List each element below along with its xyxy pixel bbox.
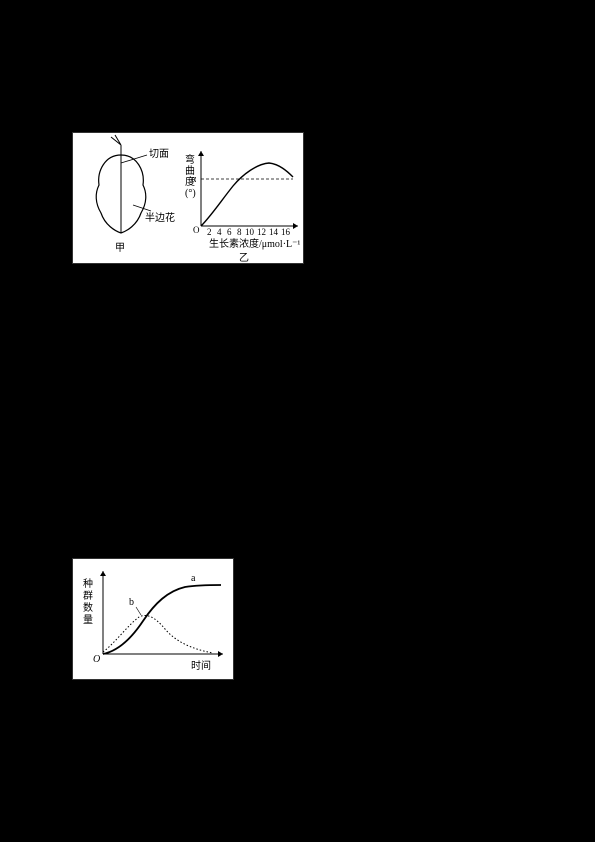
origin-label: O [93,654,100,665]
figure-2: O 种 群 数 量 时间 a b [72,558,234,680]
svg-text:12: 12 [257,227,266,237]
caption-yi: 乙 [239,252,249,263]
svg-text:8: 8 [237,227,242,237]
svg-text:14: 14 [269,227,279,237]
svg-text:10: 10 [245,227,255,237]
x-axis-label-time: 时间 [191,659,211,672]
curve-a [103,585,221,654]
svg-text:O: O [193,225,200,235]
label-cut-surface: 切面 [149,148,169,160]
svg-text:4: 4 [217,227,222,237]
x-ticks: 2 4 6 8 10 12 14 16 [207,227,291,237]
x-axis-label: 生长素浓度/μmol·L⁻¹ [209,237,300,250]
svg-text:6: 6 [227,227,232,237]
growth-curve [201,163,293,226]
figure-1: 切面 半边花 甲 O 2 4 6 8 10 12 1 [72,132,304,264]
growth-chart: O 2 4 6 8 10 12 14 16 α 弯 曲 度 (°) [185,151,300,263]
caption-jia: 甲 [115,243,125,254]
y-axis-label: 弯 曲 度 (°) [185,153,198,199]
svg-text:2: 2 [207,227,212,237]
half-flower-diagram: 切面 半边花 甲 [96,135,175,254]
label-b: b [129,597,134,608]
label-a: a [191,573,196,584]
label-half-flower: 半边花 [145,211,175,224]
svg-text:16: 16 [281,227,291,237]
y-axis-label-pop: 种 群 数 量 [83,577,96,626]
